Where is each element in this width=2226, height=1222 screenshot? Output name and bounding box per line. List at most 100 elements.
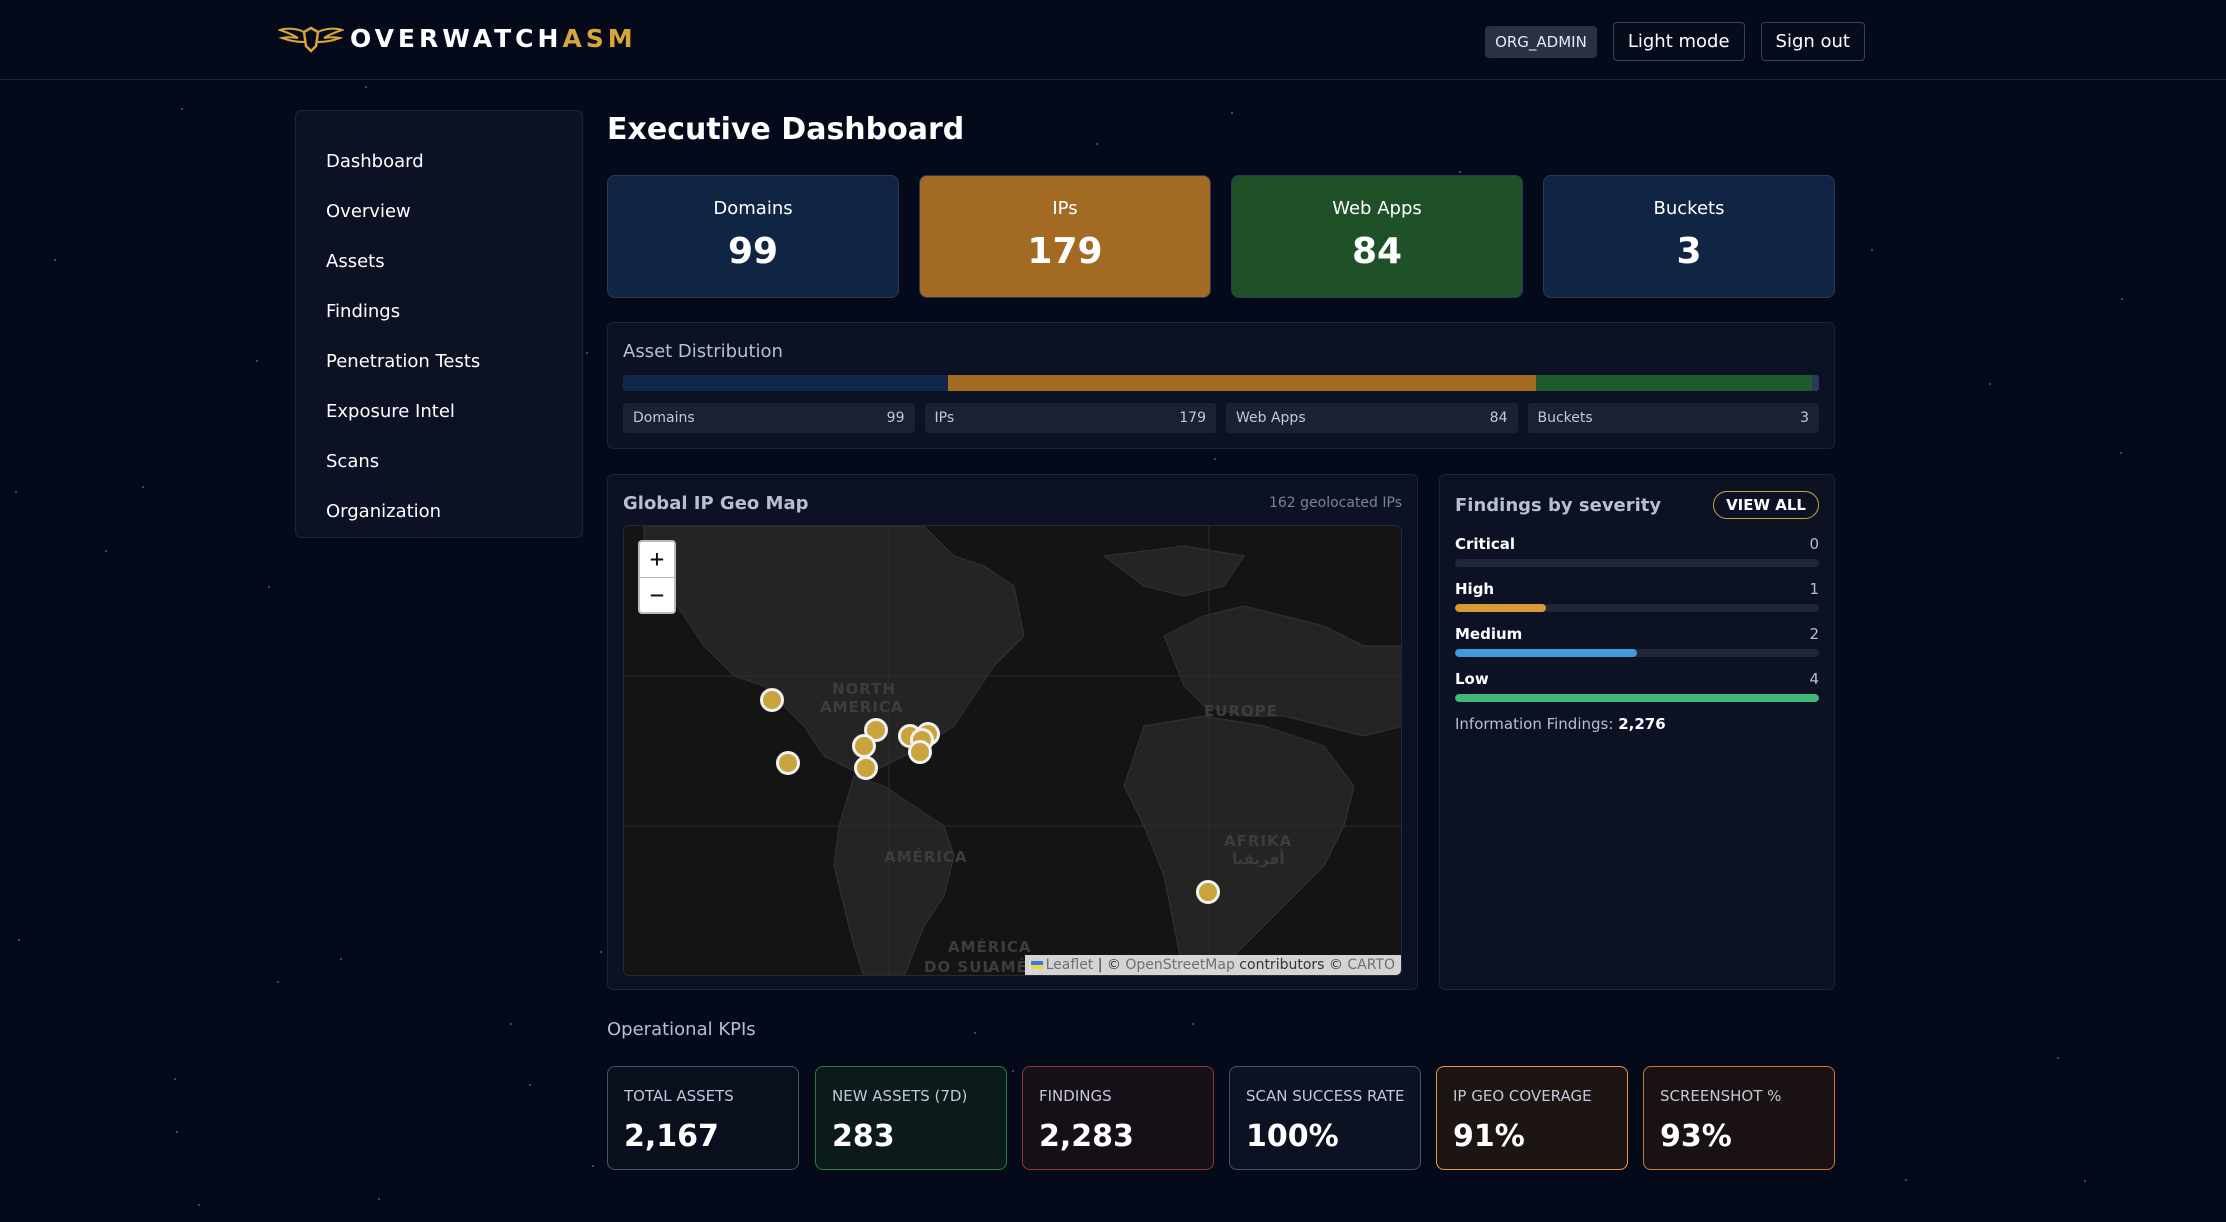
star: [1012, 1070, 1014, 1072]
zoom-out-button[interactable]: −: [640, 577, 674, 612]
severity-bar: [1455, 604, 1546, 612]
sidebar-nav: Dashboard Overview Assets Findings Penet…: [295, 110, 583, 538]
star: [1989, 383, 1991, 385]
top-header: OVERWATCHASM ORG_ADMIN Light mode Sign o…: [0, 0, 2226, 80]
map-label: AMÉRICA: [884, 848, 968, 866]
kpi-ip-geo-coverage[interactable]: IP GEO COVERAGE 91%: [1436, 1066, 1628, 1170]
severity-row-medium: Medium 2: [1455, 625, 1819, 657]
map-marker[interactable]: [852, 734, 876, 758]
star: [181, 108, 183, 110]
stat-card-web-apps[interactable]: Web Apps 84: [1231, 175, 1523, 298]
severity-bar: [1455, 649, 1637, 657]
map-label: DO SUL: [924, 958, 993, 976]
stat-value: 179: [1027, 231, 1103, 272]
star: [2120, 452, 2122, 454]
leaflet-link[interactable]: Leaflet: [1045, 957, 1094, 973]
kpi-new-assets[interactable]: NEW ASSETS (7D) 283: [815, 1066, 1007, 1170]
stat-label: Buckets: [1653, 198, 1725, 219]
sidebar-item-dashboard[interactable]: Dashboard: [326, 151, 424, 172]
stat-value: 3: [1676, 231, 1702, 272]
map-label: أفريقيا: [1232, 850, 1285, 868]
star: [176, 1131, 178, 1133]
stat-value: 84: [1351, 231, 1403, 272]
geolocated-count: 162 geolocated IPs: [1268, 495, 1402, 511]
kpi-scan-success-rate[interactable]: SCAN SUCCESS RATE 100%: [1229, 1066, 1421, 1170]
star: [1905, 1179, 1907, 1181]
distribution-segment-buckets: [1811, 375, 1819, 391]
map-marker[interactable]: [776, 751, 800, 775]
severity-row-critical: Critical 0: [1455, 535, 1819, 567]
severity-row-high: High 1: [1455, 580, 1819, 612]
star: [1459, 171, 1461, 173]
osm-link[interactable]: OpenStreetMap: [1125, 957, 1235, 973]
star: [1231, 112, 1233, 114]
star: [1214, 458, 1216, 460]
sidebar-item-assets[interactable]: Assets: [326, 251, 385, 272]
sidebar-item-overview[interactable]: Overview: [326, 201, 411, 222]
zoom-control: + −: [638, 540, 676, 614]
legend-item-ips: IPs 179: [924, 403, 1216, 433]
map-marker[interactable]: [760, 688, 784, 712]
map-marker[interactable]: [1196, 880, 1220, 904]
sidebar-item-exposure-intel[interactable]: Exposure Intel: [326, 401, 455, 422]
star: [510, 1023, 512, 1025]
map-label: EUROPE: [1204, 702, 1278, 720]
kpi-findings[interactable]: FINDINGS 2,283: [1022, 1066, 1214, 1170]
star: [198, 1204, 200, 1206]
leaflet-flag-icon: [1030, 961, 1043, 969]
light-mode-button[interactable]: Light mode: [1612, 22, 1745, 61]
star: [1871, 249, 1873, 251]
map-marker[interactable]: [864, 718, 888, 742]
kpi-screenshot-percent[interactable]: SCREENSHOT % 93%: [1643, 1066, 1835, 1170]
sign-out-button[interactable]: Sign out: [1760, 22, 1865, 61]
asset-distribution-panel: Asset Distribution Domains 99 IPs 179 Web …: [607, 322, 1835, 449]
star: [592, 1165, 594, 1167]
star: [2084, 1180, 2086, 1182]
sidebar-item-penetration-tests[interactable]: Penetration Tests: [326, 351, 481, 372]
star: [600, 951, 602, 953]
geo-map-panel: Global IP Geo Map 162 geolocated IPs NOR…: [607, 474, 1418, 990]
distribution-bar: [623, 375, 1819, 391]
map-label: AMÉRICA: [948, 938, 1032, 956]
sidebar-item-findings[interactable]: Findings: [326, 301, 401, 322]
panel-title: Findings by severity: [1455, 495, 1662, 516]
star: [1192, 1023, 1194, 1025]
sidebar-item-scans[interactable]: Scans: [326, 451, 380, 472]
star: [586, 352, 588, 354]
star: [1096, 143, 1098, 145]
zoom-in-button[interactable]: +: [649, 545, 665, 573]
view-all-button[interactable]: VIEW ALL: [1713, 491, 1819, 519]
severity-bar: [1455, 694, 1819, 702]
kpi-total-assets[interactable]: TOTAL ASSETS 2,167: [607, 1066, 799, 1170]
kpi-section-title: Operational KPIs: [607, 1019, 756, 1040]
stat-card-ips[interactable]: IPs 179: [919, 175, 1211, 298]
star: [365, 86, 367, 88]
star: [2057, 1057, 2059, 1059]
legend-item-domains: Domains 99: [623, 403, 915, 433]
star: [974, 1032, 976, 1034]
world-map[interactable]: NORTH AMERICA EUROPE AFRIKA أفريقيا AMÉR…: [623, 525, 1402, 976]
sidebar-item-organization[interactable]: Organization: [326, 501, 442, 522]
map-attribution: Leaflet | © OpenStreetMap contributors ©…: [1024, 955, 1401, 975]
star: [105, 550, 107, 552]
panel-title: Asset Distribution: [623, 341, 783, 362]
findings-severity-panel: Findings by severity VIEW ALL Critical 0 …: [1439, 474, 1835, 990]
map-label: NORTH: [832, 680, 896, 698]
star: [54, 259, 56, 261]
page-title: Executive Dashboard: [607, 112, 965, 147]
map-marker[interactable]: [854, 756, 878, 780]
stat-card-domains[interactable]: Domains 99: [607, 175, 899, 298]
legend-item-buckets: Buckets 3: [1527, 403, 1819, 433]
star: [2121, 298, 2123, 300]
legend-item-web-apps: Web Apps 84: [1226, 403, 1518, 433]
brand-logo[interactable]: OVERWATCHASM: [278, 22, 637, 54]
star: [378, 1198, 380, 1200]
panel-title: Global IP Geo Map: [623, 493, 809, 514]
map-marker[interactable]: [908, 740, 932, 764]
map-label: AMERICA: [820, 698, 904, 716]
brand-name: OVERWATCHASM: [350, 23, 637, 53]
role-badge: ORG_ADMIN: [1485, 25, 1597, 58]
stat-card-buckets[interactable]: Buckets 3: [1543, 175, 1835, 298]
stat-label: Domains: [713, 198, 793, 219]
carto-link[interactable]: CARTO: [1347, 957, 1395, 973]
